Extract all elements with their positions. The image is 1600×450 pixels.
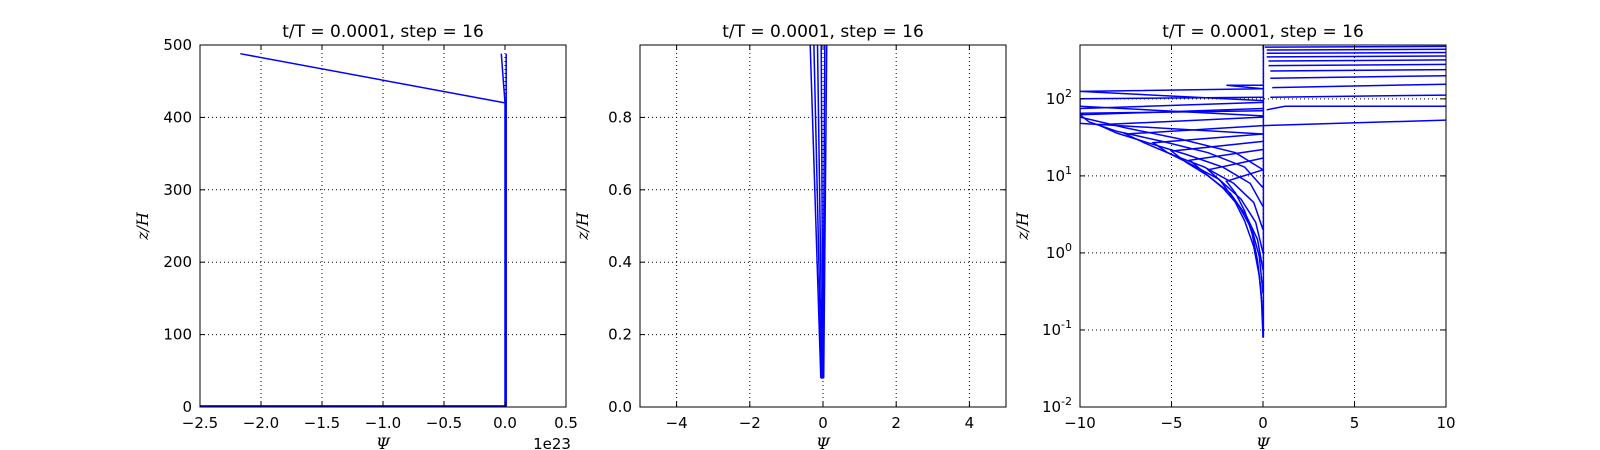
chart-title: t/T = 0.0001, step = 16 — [1162, 22, 1364, 42]
y-axis-label: z/H — [133, 211, 152, 241]
series-line — [822, 45, 828, 379]
series-group — [200, 52, 507, 407]
subplot-1: −2.5 −2.0 −1.5 −1.0 −0.5 0.0 0.5 0 100 200 300 400 5… — [133, 22, 578, 450]
y-tick-label: 0.8 — [608, 108, 632, 126]
y-tick-label: 0.0 — [608, 398, 632, 416]
x-offset-text: 1e23 — [533, 435, 571, 450]
x-tick-label: −1.5 — [304, 414, 340, 432]
series-line — [500, 53, 506, 103]
y-tick-label: 0.4 — [608, 253, 632, 271]
series-line — [822, 45, 826, 379]
y-tick-label: 300 — [163, 181, 192, 199]
x-tick-label: 0.0 — [493, 414, 517, 432]
series-group — [1080, 45, 1446, 338]
x-tick-label: 0 — [818, 414, 828, 432]
series-line — [1266, 55, 1446, 58]
series-line — [1272, 83, 1446, 89]
series-line — [1080, 110, 1264, 135]
y-tick-label: 0.6 — [608, 181, 632, 199]
y-axis-label: z/H — [573, 211, 592, 241]
x-tick-label: −0.5 — [426, 414, 462, 432]
x-tick-label: −5 — [1160, 414, 1182, 432]
x-tick-label: 4 — [965, 414, 975, 432]
series-line — [809, 45, 822, 379]
x-tick-label: 5 — [1350, 414, 1360, 432]
y-tick-label: 400 — [163, 108, 192, 126]
y-tick-label: 101 — [1046, 164, 1072, 185]
series-line — [816, 45, 824, 379]
series-line — [1266, 105, 1446, 111]
series-line — [1262, 119, 1446, 127]
x-tick-label: −10 — [1064, 414, 1096, 432]
x-axis-label: Ψ — [376, 434, 391, 450]
series-line — [1270, 94, 1446, 98]
x-tick-label: −4 — [666, 414, 688, 432]
y-tick-label: 10-2 — [1042, 395, 1072, 416]
series-line — [1268, 59, 1446, 62]
series-group — [809, 45, 828, 379]
series-line — [1266, 51, 1446, 55]
x-tick-label: −2 — [739, 414, 761, 432]
y-axis-label: z/H — [1013, 211, 1032, 241]
series-line — [1080, 107, 1264, 189]
series-line — [1266, 48, 1446, 51]
series-line — [1268, 63, 1446, 67]
series-line — [1080, 96, 1264, 117]
y-tick-label: 0.2 — [608, 326, 632, 344]
series-line — [1080, 101, 1264, 171]
x-tick-label: 0.5 — [554, 414, 578, 432]
series-line — [1270, 68, 1446, 72]
y-tick-label: 100 — [163, 326, 192, 344]
x-tick-label: −1.0 — [365, 414, 401, 432]
series-line — [1122, 124, 1264, 230]
x-axis-label: Ψ — [1256, 434, 1271, 450]
series-line — [813, 45, 823, 379]
y-tick-label: 10-1 — [1042, 318, 1072, 339]
x-tick-label: 2 — [891, 414, 901, 432]
subplot-3: −10 −5 0 5 10 10-2 10-1 100 101 102 t/T = 0.0001, … — [1013, 22, 1456, 450]
series-line — [1080, 88, 1264, 102]
chart-title: t/T = 0.0001, step = 16 — [722, 22, 924, 42]
x-tick-label: −2.5 — [182, 414, 218, 432]
y-tick-label: 500 — [163, 36, 192, 54]
subplot-2: −4 −2 0 2 4 0.0 0.2 0.4 0.6 0.8 t/T = 0.0001, step… — [573, 22, 1007, 450]
chart-title: t/T = 0.0001, step = 16 — [282, 22, 484, 42]
x-tick-label: −2.0 — [243, 414, 279, 432]
series-line — [1206, 157, 1264, 317]
series-line — [240, 52, 506, 407]
y-tick-label: 200 — [163, 253, 192, 271]
x-tick-label: 10 — [1436, 414, 1455, 432]
y-tick-label: 100 — [1046, 241, 1072, 262]
y-tick-label: 102 — [1046, 87, 1072, 108]
series-line — [1270, 74, 1446, 80]
x-tick-label: 0 — [1258, 414, 1268, 432]
series-line — [1169, 140, 1264, 271]
series-line — [1264, 45, 1446, 48]
series-line — [1226, 84, 1264, 90]
y-tick-label: 0 — [182, 398, 192, 416]
x-axis-label: Ψ — [816, 434, 831, 450]
